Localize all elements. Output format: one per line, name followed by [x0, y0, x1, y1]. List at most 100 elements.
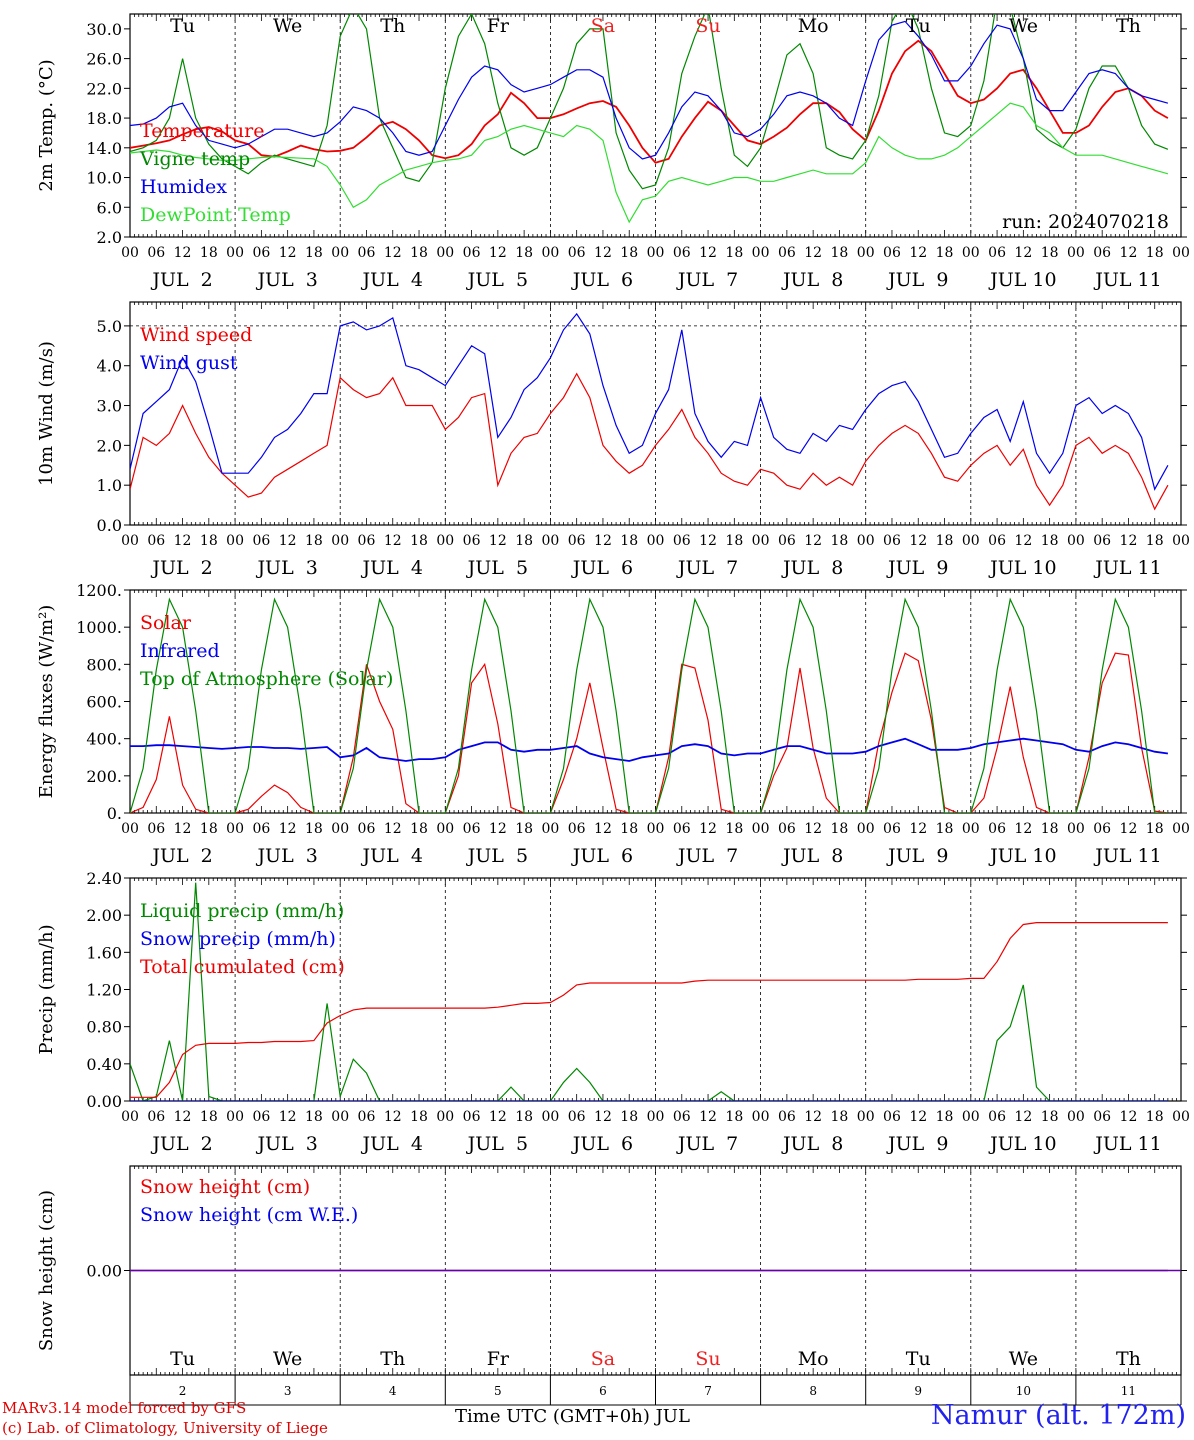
x-hour-label: 00	[436, 533, 454, 549]
weekday-label: Th	[1116, 1348, 1141, 1370]
weekday-label: We	[1009, 1348, 1038, 1370]
y-tick-label: 1000.	[76, 618, 122, 637]
x-hour-label: 00	[226, 533, 244, 549]
legend-entry: Total cumulated (cm)	[140, 956, 345, 978]
x-hour-label: 12	[1014, 533, 1032, 549]
legend-entry: Wind speed	[140, 324, 252, 346]
y-tick-label: 1200.	[76, 581, 122, 600]
x-hour-label: 12	[384, 1109, 402, 1125]
x-hour-label: 18	[936, 533, 954, 549]
x-hour-label: 18	[620, 245, 638, 261]
x-date-label: JUL 7	[676, 1133, 738, 1155]
x-hour-label: 00	[1172, 821, 1190, 837]
x-hour-label: 18	[620, 1109, 638, 1125]
x-hour-label: 18	[725, 533, 743, 549]
x-hour-label: 12	[1014, 245, 1032, 261]
y-tick-label: 26.0	[86, 50, 122, 69]
x-hour-label: 18	[1146, 533, 1164, 549]
x-hour-label: 06	[883, 1109, 901, 1125]
y-tick-label: 600.	[86, 693, 122, 712]
y-tick-label: 6.0	[97, 198, 122, 217]
x-hour-label: 18	[410, 1109, 428, 1125]
x-hour-label: 00	[1172, 1109, 1190, 1125]
x-hour-label: 00	[752, 1109, 770, 1125]
panel-snow: 0.00 Snow height (cm) Snow height (cm) Snow…	[36, 1165, 1187, 1406]
x-hour-label: 00	[857, 533, 875, 549]
x-hour-label: 06	[147, 245, 165, 261]
x-hour-label: 12	[1014, 821, 1032, 837]
weekday-label: Su	[695, 1348, 720, 1370]
x-date-label: JUL 6	[571, 557, 633, 579]
x-hour-label: 12	[594, 245, 612, 261]
x-date-label: JUL 6	[571, 269, 633, 291]
x-hour-label: 00	[647, 821, 665, 837]
y-tick-label: 1.20	[86, 981, 122, 1000]
weekday-label: We	[273, 15, 302, 37]
legend-entry: Temperature	[140, 120, 264, 142]
x-hour-label: 00	[331, 1109, 349, 1125]
x-hour-label: 00	[1067, 533, 1085, 549]
x-hour-label: 00	[1067, 821, 1085, 837]
x-hour-label: 06	[673, 533, 691, 549]
y-tick-label: 0.00	[86, 1092, 122, 1111]
x-hour-label: 12	[699, 533, 717, 549]
x-hour-label: 06	[358, 821, 376, 837]
y-axis-label: Energy fluxes (W/m²)	[36, 605, 57, 799]
x-hour-label: 12	[384, 245, 402, 261]
x-day-number: 2	[179, 1384, 187, 1398]
x-hour-label: 00	[226, 1109, 244, 1125]
x-day-number: 7	[704, 1384, 712, 1398]
x-hour-label: 06	[1093, 245, 1111, 261]
x-hour-label: 06	[988, 245, 1006, 261]
series-line-humidex	[130, 20, 1169, 160]
x-hour-label: 00	[331, 245, 349, 261]
x-day-number: 11	[1121, 1384, 1136, 1398]
x-hour-label: 18	[410, 245, 428, 261]
x-date-label: JUL 2	[150, 1133, 212, 1155]
lab-credit: (c) Lab. of Climatology, University of L…	[2, 1419, 328, 1437]
x-hour-label: 12	[699, 1109, 717, 1125]
x-date-label: JUL 8	[781, 269, 843, 291]
x-hour-label: 18	[725, 1109, 743, 1125]
y-tick-label: 1.60	[86, 943, 122, 962]
x-date-label: JUL 2	[150, 269, 212, 291]
station-label: Namur (alt. 172m)	[930, 1400, 1186, 1431]
x-hour-label: 00	[121, 1109, 139, 1125]
x-hour-label: 18	[200, 821, 218, 837]
x-date-label: JUL 5	[466, 557, 528, 579]
legend-entry: Vigne temp	[139, 148, 250, 170]
x-hour-label: 00	[541, 1109, 559, 1125]
x-hour-label: 00	[541, 533, 559, 549]
x-hour-label: 12	[594, 533, 612, 549]
legend-entry: Wind gust	[140, 352, 238, 374]
x-hour-label: 06	[463, 245, 481, 261]
weekday-label: Tu	[906, 1348, 931, 1370]
x-hour-label: 18	[410, 821, 428, 837]
legend-entry: Humidex	[140, 176, 227, 198]
x-hour-label: 06	[568, 821, 586, 837]
legend-entry: Liquid precip (mm/h)	[140, 900, 344, 922]
x-hour-label: 18	[305, 245, 323, 261]
x-hour-label: 06	[147, 821, 165, 837]
y-axis-label: 10m Wind (m/s)	[36, 341, 57, 486]
weekday-label: Fr	[487, 1348, 510, 1370]
x-hour-label: 12	[594, 1109, 612, 1125]
x-date-label: JUL 11	[1093, 269, 1161, 291]
x-hour-label: 12	[909, 1109, 927, 1125]
x-hour-label: 18	[1041, 533, 1059, 549]
x-date-label: JUL 5	[466, 1133, 528, 1155]
x-hour-label: 18	[305, 533, 323, 549]
y-axis-label: Precip (mm/h)	[36, 924, 57, 1054]
x-hour-label: 06	[673, 1109, 691, 1125]
x-hour-label: 18	[305, 1109, 323, 1125]
x-hour-label: 06	[778, 533, 796, 549]
y-tick-label: 200.	[86, 767, 122, 786]
y-tick-label: 0.0	[97, 516, 122, 535]
x-hour-label: 12	[174, 821, 192, 837]
x-hour-label: 00	[121, 533, 139, 549]
x-day-number: 3	[284, 1384, 292, 1398]
y-tick-label: 2.0	[97, 436, 122, 455]
series-line-temperature	[130, 39, 1169, 164]
x-hour-label: 18	[936, 1109, 954, 1125]
x-hour-label: 18	[620, 821, 638, 837]
